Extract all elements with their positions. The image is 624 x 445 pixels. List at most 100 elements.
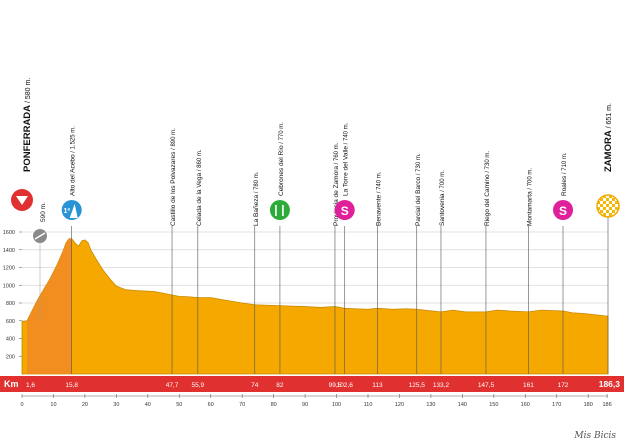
climb-fill: [27, 238, 72, 374]
x-tick-label: 160: [521, 402, 530, 408]
waypoint-label: Benavente / 740 m.: [375, 171, 382, 226]
km-band-bg: [0, 376, 624, 392]
waypoint-altitude: / 770 m.: [279, 122, 285, 146]
waypoint-markers: 1ª S S 590 m.: [11, 189, 620, 321]
waypoint-altitude: / 651 m.: [606, 103, 613, 130]
waypoint-name: ZAMORA: [603, 130, 614, 172]
x-tick-label: 50: [176, 402, 182, 408]
waypoint-label: Roales / 710 m.: [561, 152, 568, 196]
x-axis: 0 10 20 30 40 50 60 70 80 90 100 110 120 130 140 150 160…: [20, 394, 612, 408]
waypoint-name: Parcial del Barco: [415, 176, 422, 226]
climb-category-label: 1ª: [63, 208, 70, 215]
waypoint-label: Provincia de Zamora / 760 m.: [333, 142, 340, 226]
waypoint-name: Cebrones del Río: [278, 145, 285, 196]
waypoint-name: Castillo de los Polvazares: [170, 151, 177, 226]
waypoint-label: ZAMORA / 651 m.: [603, 103, 614, 172]
x-tick-label: 150: [489, 402, 498, 408]
sprint-icon-letter: S: [341, 204, 349, 218]
waypoint-altitude: / 710 m.: [562, 152, 568, 176]
waypoint-altitude: / 780 m.: [254, 171, 260, 195]
km-value-label: 1,6: [26, 382, 35, 389]
sprint-icon-letter: S: [559, 204, 567, 218]
km-value-label: 99,5: [329, 382, 342, 389]
km-value-label: 102,6: [337, 382, 354, 389]
start-altitude-glyph: [34, 232, 46, 240]
x-tick-label: 120: [395, 402, 404, 408]
x-tick-label: 80: [271, 402, 277, 408]
km-value-label: 147,5: [478, 382, 495, 389]
waypoint-name: Riego del Camino: [484, 174, 491, 226]
waypoint-label: Santovenia / 700 m.: [439, 170, 446, 226]
y-axis: 200 400 600 800 1000 1200 1400 1600: [3, 230, 22, 360]
waypoint-altitude: / 730 m.: [416, 153, 422, 177]
waypoint-label: Castillo de los Polvazares / 890 m.: [170, 128, 177, 226]
waypoint-altitude: / 860 m.: [197, 149, 203, 173]
x-tick-label: 30: [113, 402, 119, 408]
y-tick-label: 600: [6, 319, 15, 325]
start-arrow-icon: [16, 196, 28, 205]
km-value-label: 125,5: [409, 382, 426, 389]
waypoint-label: Riego del Camino / 730 m.: [484, 151, 491, 226]
km-band-label: Km: [4, 379, 19, 389]
km-value-label: 186,3: [599, 379, 621, 389]
waypoint-altitude: / 700 m.: [440, 170, 446, 194]
x-tick-label: 140: [458, 402, 467, 408]
sprint-icon: [334, 200, 355, 220]
km-value-label: 133,2: [433, 382, 450, 389]
waypoint-label: Cebrones del Río / 770 m.: [278, 122, 285, 196]
waypoint-altitude: / 740 m.: [376, 171, 382, 195]
km-value-label: 161: [523, 382, 534, 389]
y-tick-label: 1200: [3, 266, 15, 272]
x-tick-label: 100: [332, 402, 341, 408]
y-tick-label: 400: [6, 337, 15, 343]
elevation-fill: [21, 238, 609, 375]
watermark-logo: Mis Bicis: [574, 431, 616, 441]
waypoint-altitude: / 580 m.: [25, 78, 32, 105]
y-tick-label: 1600: [3, 230, 15, 236]
x-tick-label: 20: [82, 402, 88, 408]
elevation-area: [21, 238, 609, 375]
y-tick-label: 1400: [3, 248, 15, 254]
x-tick-label: 110: [364, 402, 373, 408]
x-tick-label: 10: [50, 402, 56, 408]
waypoint-name: Benavente: [375, 195, 382, 226]
waypoint-name: Roales: [561, 175, 568, 196]
waypoint-name: Santovenia: [439, 193, 446, 226]
km-value-label: 74: [251, 382, 259, 389]
waypoint-name: Montamarta: [526, 191, 533, 226]
waypoint-name: Alto del Acebo: [70, 154, 77, 196]
waypoint-lines: [71, 215, 609, 374]
waypoint-altitude: / 1.525 m.: [71, 126, 77, 155]
waypoint-name: Celada de la Vega: [196, 172, 203, 226]
climb-peak-glyph: [69, 204, 78, 218]
x-tick-label: 70: [239, 402, 245, 408]
waypoint-labels: PONFERRADA / 580 m. Alto del Acebo / 1.52…: [22, 78, 614, 226]
x-tick-label: 40: [145, 402, 151, 408]
waypoint-name: La Bañeza: [253, 195, 260, 226]
km-value-label: 172: [558, 382, 569, 389]
sprint-icon: [553, 200, 574, 220]
waypoint-name: PONFERRADA: [22, 105, 33, 172]
x-tick-label: 170: [552, 402, 561, 408]
y-tick-label: 200: [6, 354, 15, 360]
x-tick-label: 130: [426, 402, 435, 408]
start-altitude-label: 590 m.: [40, 202, 47, 222]
waypoint-label: Parcial del Barco / 730 m.: [415, 153, 422, 226]
km-value-label: 55,9: [192, 382, 205, 389]
km-value-label: 113: [372, 382, 383, 389]
finish-flag-icon: [596, 194, 620, 218]
x-tick-label: 186: [602, 402, 611, 408]
waypoint-label: Alto del Acebo / 1.525 m.: [70, 126, 77, 196]
y-tick-label: 1000: [3, 283, 15, 289]
waypoint-altitude: / 760 m.: [334, 142, 340, 166]
feed-zone-icon: [269, 200, 290, 220]
km-value-label: 82: [276, 382, 284, 389]
waypoint-label: La Bañeza / 780 m.: [253, 171, 260, 226]
waypoint-altitude: / 700 m.: [527, 168, 533, 192]
feed-cutlery-glyph: [275, 205, 284, 216]
waypoint-label: Celada de la Vega / 860 m.: [196, 149, 203, 226]
x-tick-label: 0: [20, 402, 23, 408]
waypoint-altitude: / 890 m.: [171, 128, 177, 152]
